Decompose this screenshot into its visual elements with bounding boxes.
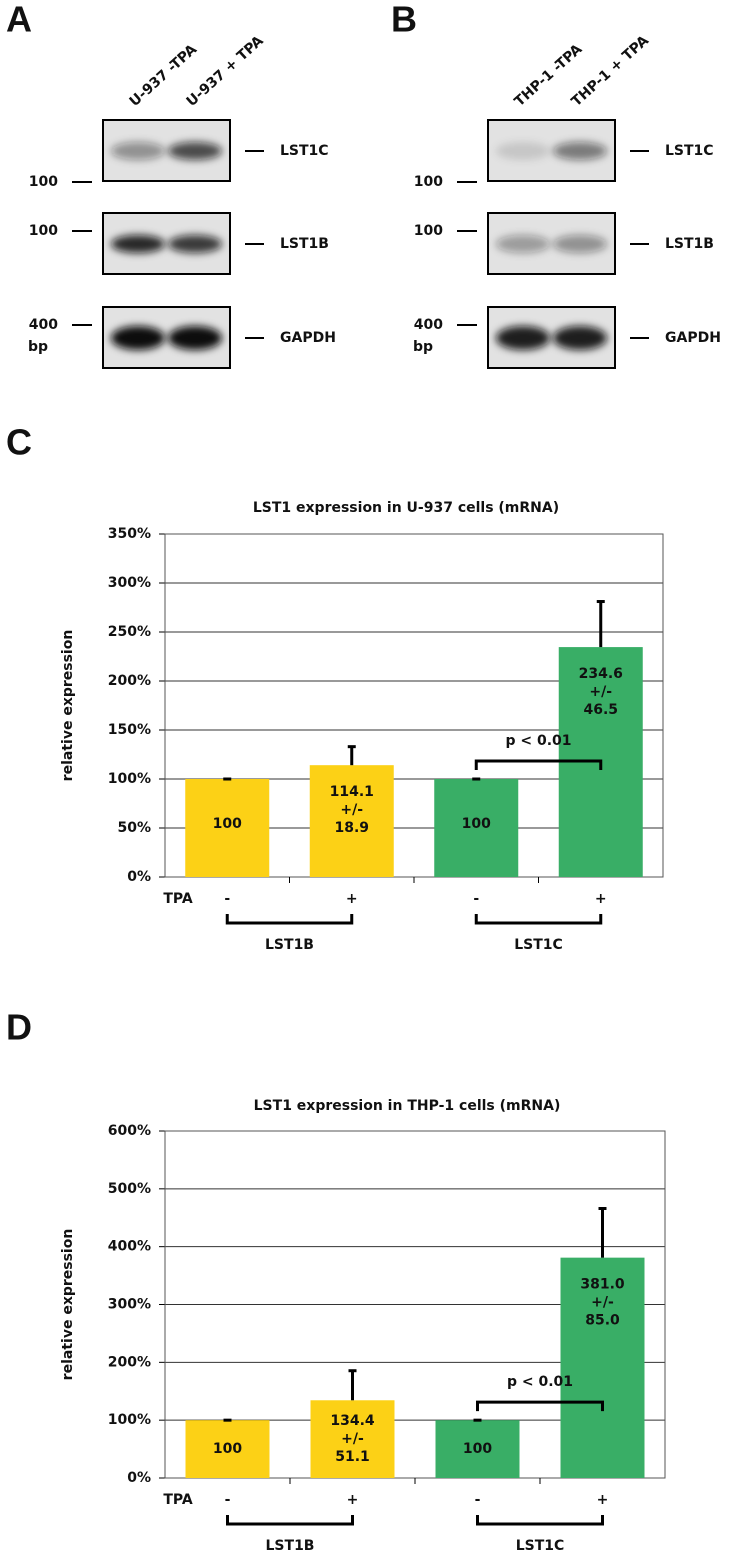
group-label: LST1B xyxy=(266,1538,315,1554)
bar xyxy=(434,779,519,877)
group-bracket xyxy=(474,914,603,925)
bar xyxy=(435,1420,520,1478)
category-label: + xyxy=(597,1492,609,1508)
gel-band xyxy=(553,142,607,160)
chart-title: LST1 expression in THP-1 cells (mRNA) xyxy=(254,1098,561,1114)
error-label: 46.5 xyxy=(583,702,618,718)
group-bracket xyxy=(476,1515,604,1526)
y-tick-label: 0% xyxy=(127,1470,151,1486)
group-label: LST1C xyxy=(514,937,563,953)
value-label: 100 xyxy=(213,816,242,832)
y-tick-label: 600% xyxy=(108,1123,151,1139)
value-label: 134.4 xyxy=(330,1413,375,1429)
panel-letter: C xyxy=(6,422,32,463)
row-label: TPA xyxy=(163,1492,193,1508)
y-tick-label: 400% xyxy=(108,1239,151,1255)
panel-letter: D xyxy=(6,1007,32,1048)
gel-band xyxy=(111,142,165,160)
pm-sign: +/- xyxy=(591,1295,614,1311)
band-label: LST1C xyxy=(280,143,329,159)
y-axis-title: relative expression xyxy=(60,1229,76,1381)
pm-sign: +/- xyxy=(340,802,363,818)
marker-label: 100 xyxy=(414,223,443,239)
y-tick-label: 350% xyxy=(108,526,151,542)
y-tick-label: 500% xyxy=(108,1181,151,1197)
pm-sign: +/- xyxy=(341,1431,364,1447)
category-label: - xyxy=(475,1492,481,1508)
gel-band xyxy=(553,326,607,350)
gel-band xyxy=(553,235,607,253)
category-label: - xyxy=(225,1492,231,1508)
y-tick-label: 50% xyxy=(117,820,151,836)
category-label: + xyxy=(347,1492,359,1508)
gel-band xyxy=(496,142,550,160)
band-label: GAPDH xyxy=(280,330,336,346)
y-tick-label: 150% xyxy=(108,722,151,738)
significance-bracket xyxy=(474,759,603,770)
band-label: LST1C xyxy=(665,143,714,159)
bar xyxy=(185,1420,270,1478)
gel-band xyxy=(111,235,165,253)
band-label: LST1B xyxy=(665,236,714,252)
band-label: GAPDH xyxy=(665,330,721,346)
unit-label: bp xyxy=(28,339,48,355)
gel-band xyxy=(111,326,165,350)
y-tick-label: 250% xyxy=(108,624,151,640)
category-label: - xyxy=(473,891,479,907)
marker-label: 100 xyxy=(29,223,58,239)
gel-band xyxy=(168,235,222,253)
marker-label: 400 xyxy=(414,317,443,333)
y-tick-label: 200% xyxy=(108,1354,151,1370)
value-label: 100 xyxy=(463,1441,492,1457)
significance-label: p < 0.01 xyxy=(505,733,571,749)
lane-label: U-937 + TPA xyxy=(184,33,267,110)
bar xyxy=(560,1257,645,1478)
category-label: - xyxy=(224,891,230,907)
y-tick-label: 200% xyxy=(108,673,151,689)
bar xyxy=(309,765,394,877)
bar xyxy=(310,1400,395,1478)
group-bracket xyxy=(225,914,354,925)
gel-band xyxy=(496,326,550,350)
gel-band xyxy=(168,326,222,350)
significance-bracket xyxy=(476,1400,604,1412)
error-label: 51.1 xyxy=(335,1449,370,1465)
marker-label: 400 xyxy=(29,317,58,333)
row-label: TPA xyxy=(163,891,193,907)
lane-label: THP-1 + TPA xyxy=(569,33,652,110)
y-tick-label: 100% xyxy=(108,771,151,787)
value-label: 114.1 xyxy=(330,784,374,800)
panel-letter: B xyxy=(391,0,417,40)
y-axis-title: relative expression xyxy=(60,630,76,782)
y-tick-label: 300% xyxy=(108,575,151,591)
error-label: 85.0 xyxy=(585,1313,620,1329)
bar xyxy=(185,779,270,877)
group-bracket xyxy=(226,1515,354,1526)
value-label: 234.6 xyxy=(579,666,623,682)
y-tick-label: 0% xyxy=(127,869,151,885)
unit-label: bp xyxy=(413,339,433,355)
category-label: + xyxy=(346,891,358,907)
value-label: 100 xyxy=(462,816,491,832)
error-label: 18.9 xyxy=(334,820,369,836)
category-label: + xyxy=(595,891,607,907)
pm-sign: +/- xyxy=(589,684,612,700)
band-label: LST1B xyxy=(280,236,329,252)
gel-band xyxy=(168,142,222,160)
marker-label: 100 xyxy=(29,174,58,190)
value-label: 381.0 xyxy=(580,1277,625,1293)
y-tick-label: 100% xyxy=(108,1412,151,1428)
y-tick-label: 300% xyxy=(108,1297,151,1313)
gel-band xyxy=(496,235,550,253)
significance-label: p < 0.01 xyxy=(507,1374,573,1390)
panel-letter: A xyxy=(6,0,32,40)
group-label: LST1B xyxy=(265,937,314,953)
chart-title: LST1 expression in U-937 cells (mRNA) xyxy=(253,500,559,516)
group-label: LST1C xyxy=(516,1538,565,1554)
value-label: 100 xyxy=(213,1441,242,1457)
marker-label: 100 xyxy=(414,174,443,190)
